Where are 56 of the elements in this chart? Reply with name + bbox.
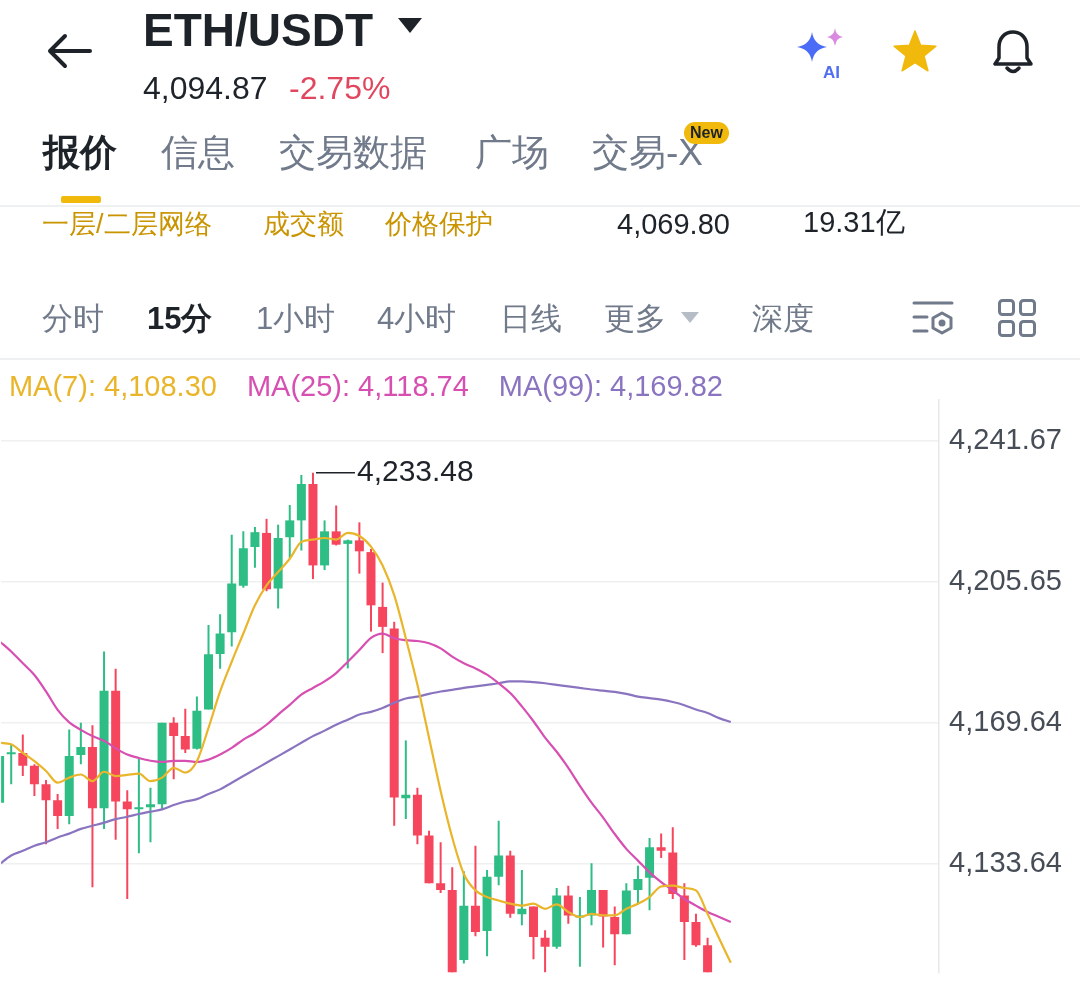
candlestick xyxy=(180,707,190,754)
chart-title: ETH/USDT xyxy=(143,4,373,56)
text: MA(25): 4,118.74 xyxy=(246,370,469,402)
candlestick xyxy=(122,789,132,900)
candlestick xyxy=(656,832,666,859)
text: 19.31亿 xyxy=(803,205,905,238)
candlestick xyxy=(285,504,295,559)
text: 1小时 xyxy=(256,300,336,336)
text: 分时 xyxy=(42,300,104,336)
text: 成交额 xyxy=(263,208,344,239)
y-tick-label: 4,205.65 xyxy=(949,563,1063,596)
text: 深度 xyxy=(752,300,814,336)
text: 价格保护 xyxy=(385,208,493,239)
y-tick-label: 4,169.64 xyxy=(949,704,1063,737)
candlestick xyxy=(41,778,51,846)
candlestick xyxy=(53,793,63,830)
y-tick-label: 4,241.67 xyxy=(949,422,1063,455)
candlestick xyxy=(29,763,39,798)
text: 信息 xyxy=(161,131,235,173)
candlestick xyxy=(494,819,504,887)
text: 15分 xyxy=(147,300,213,336)
annotation: 4,233.48 xyxy=(356,453,474,487)
text: 一层/二层网络 xyxy=(42,208,212,239)
line-series xyxy=(1,680,732,866)
text: 4,094.87 xyxy=(143,70,268,106)
text: 更多 xyxy=(604,300,666,336)
y-tick-label: 4,133.64 xyxy=(949,845,1063,878)
candlestick xyxy=(145,786,155,844)
candlestick xyxy=(378,581,388,655)
candlestick xyxy=(18,733,28,778)
candlestick xyxy=(6,743,16,786)
text: 广场 xyxy=(475,131,549,173)
text: 日线 xyxy=(500,300,562,336)
text: AI xyxy=(823,62,840,82)
text: MA(7): 4,108.30 xyxy=(8,370,217,402)
text: MA(99): 4,169.82 xyxy=(498,370,723,402)
candlestick xyxy=(250,526,260,569)
candlestick xyxy=(610,905,620,967)
text: 4小时 xyxy=(377,300,457,336)
candlestick xyxy=(354,521,364,575)
line-series xyxy=(1,531,732,964)
text: 报价 xyxy=(43,131,117,173)
text: 交易数据 xyxy=(279,131,427,173)
candlestick xyxy=(540,929,550,973)
line-series xyxy=(1,632,732,924)
text: -2.75% xyxy=(289,70,391,106)
candlestick xyxy=(436,841,446,895)
candlestick xyxy=(169,716,179,781)
candlestick xyxy=(134,757,144,855)
text: 4,069.80 xyxy=(617,207,730,240)
candlestick xyxy=(633,864,643,906)
candlestick xyxy=(517,869,527,927)
candlestick xyxy=(215,613,225,670)
candlestick xyxy=(691,912,701,948)
candlestick xyxy=(343,538,353,670)
candlestick xyxy=(76,721,86,766)
